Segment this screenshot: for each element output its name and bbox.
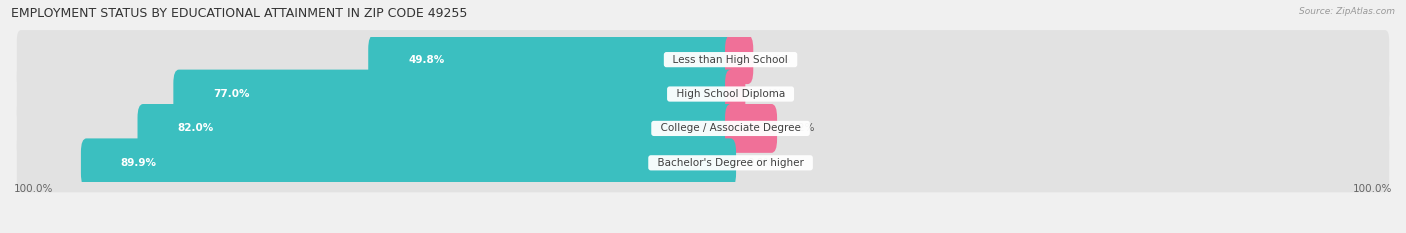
FancyBboxPatch shape	[725, 104, 778, 153]
FancyBboxPatch shape	[138, 104, 737, 153]
Text: Source: ZipAtlas.com: Source: ZipAtlas.com	[1299, 7, 1395, 16]
Text: 100.0%: 100.0%	[14, 184, 53, 194]
Text: EMPLOYMENT STATUS BY EDUCATIONAL ATTAINMENT IN ZIP CODE 49255: EMPLOYMENT STATUS BY EDUCATIONAL ATTAINM…	[11, 7, 468, 20]
FancyBboxPatch shape	[82, 138, 737, 187]
Text: 77.0%: 77.0%	[214, 89, 250, 99]
Text: 100.0%: 100.0%	[1353, 184, 1392, 194]
Text: 6.2%: 6.2%	[789, 123, 814, 134]
FancyBboxPatch shape	[725, 35, 754, 84]
Text: 2.6%: 2.6%	[765, 55, 790, 65]
Text: College / Associate Degree: College / Associate Degree	[654, 123, 807, 134]
Text: High School Diploma: High School Diploma	[669, 89, 792, 99]
FancyBboxPatch shape	[725, 70, 745, 118]
Text: 0.0%: 0.0%	[747, 158, 773, 168]
Text: 82.0%: 82.0%	[177, 123, 214, 134]
FancyBboxPatch shape	[17, 133, 1389, 192]
Text: 1.4%: 1.4%	[756, 89, 783, 99]
FancyBboxPatch shape	[368, 35, 737, 84]
FancyBboxPatch shape	[17, 99, 1389, 158]
Text: 89.9%: 89.9%	[121, 158, 157, 168]
Text: Bachelor's Degree or higher: Bachelor's Degree or higher	[651, 158, 810, 168]
FancyBboxPatch shape	[17, 30, 1389, 89]
Text: Less than High School: Less than High School	[666, 55, 794, 65]
FancyBboxPatch shape	[17, 65, 1389, 123]
FancyBboxPatch shape	[173, 70, 737, 118]
Text: 49.8%: 49.8%	[408, 55, 444, 65]
